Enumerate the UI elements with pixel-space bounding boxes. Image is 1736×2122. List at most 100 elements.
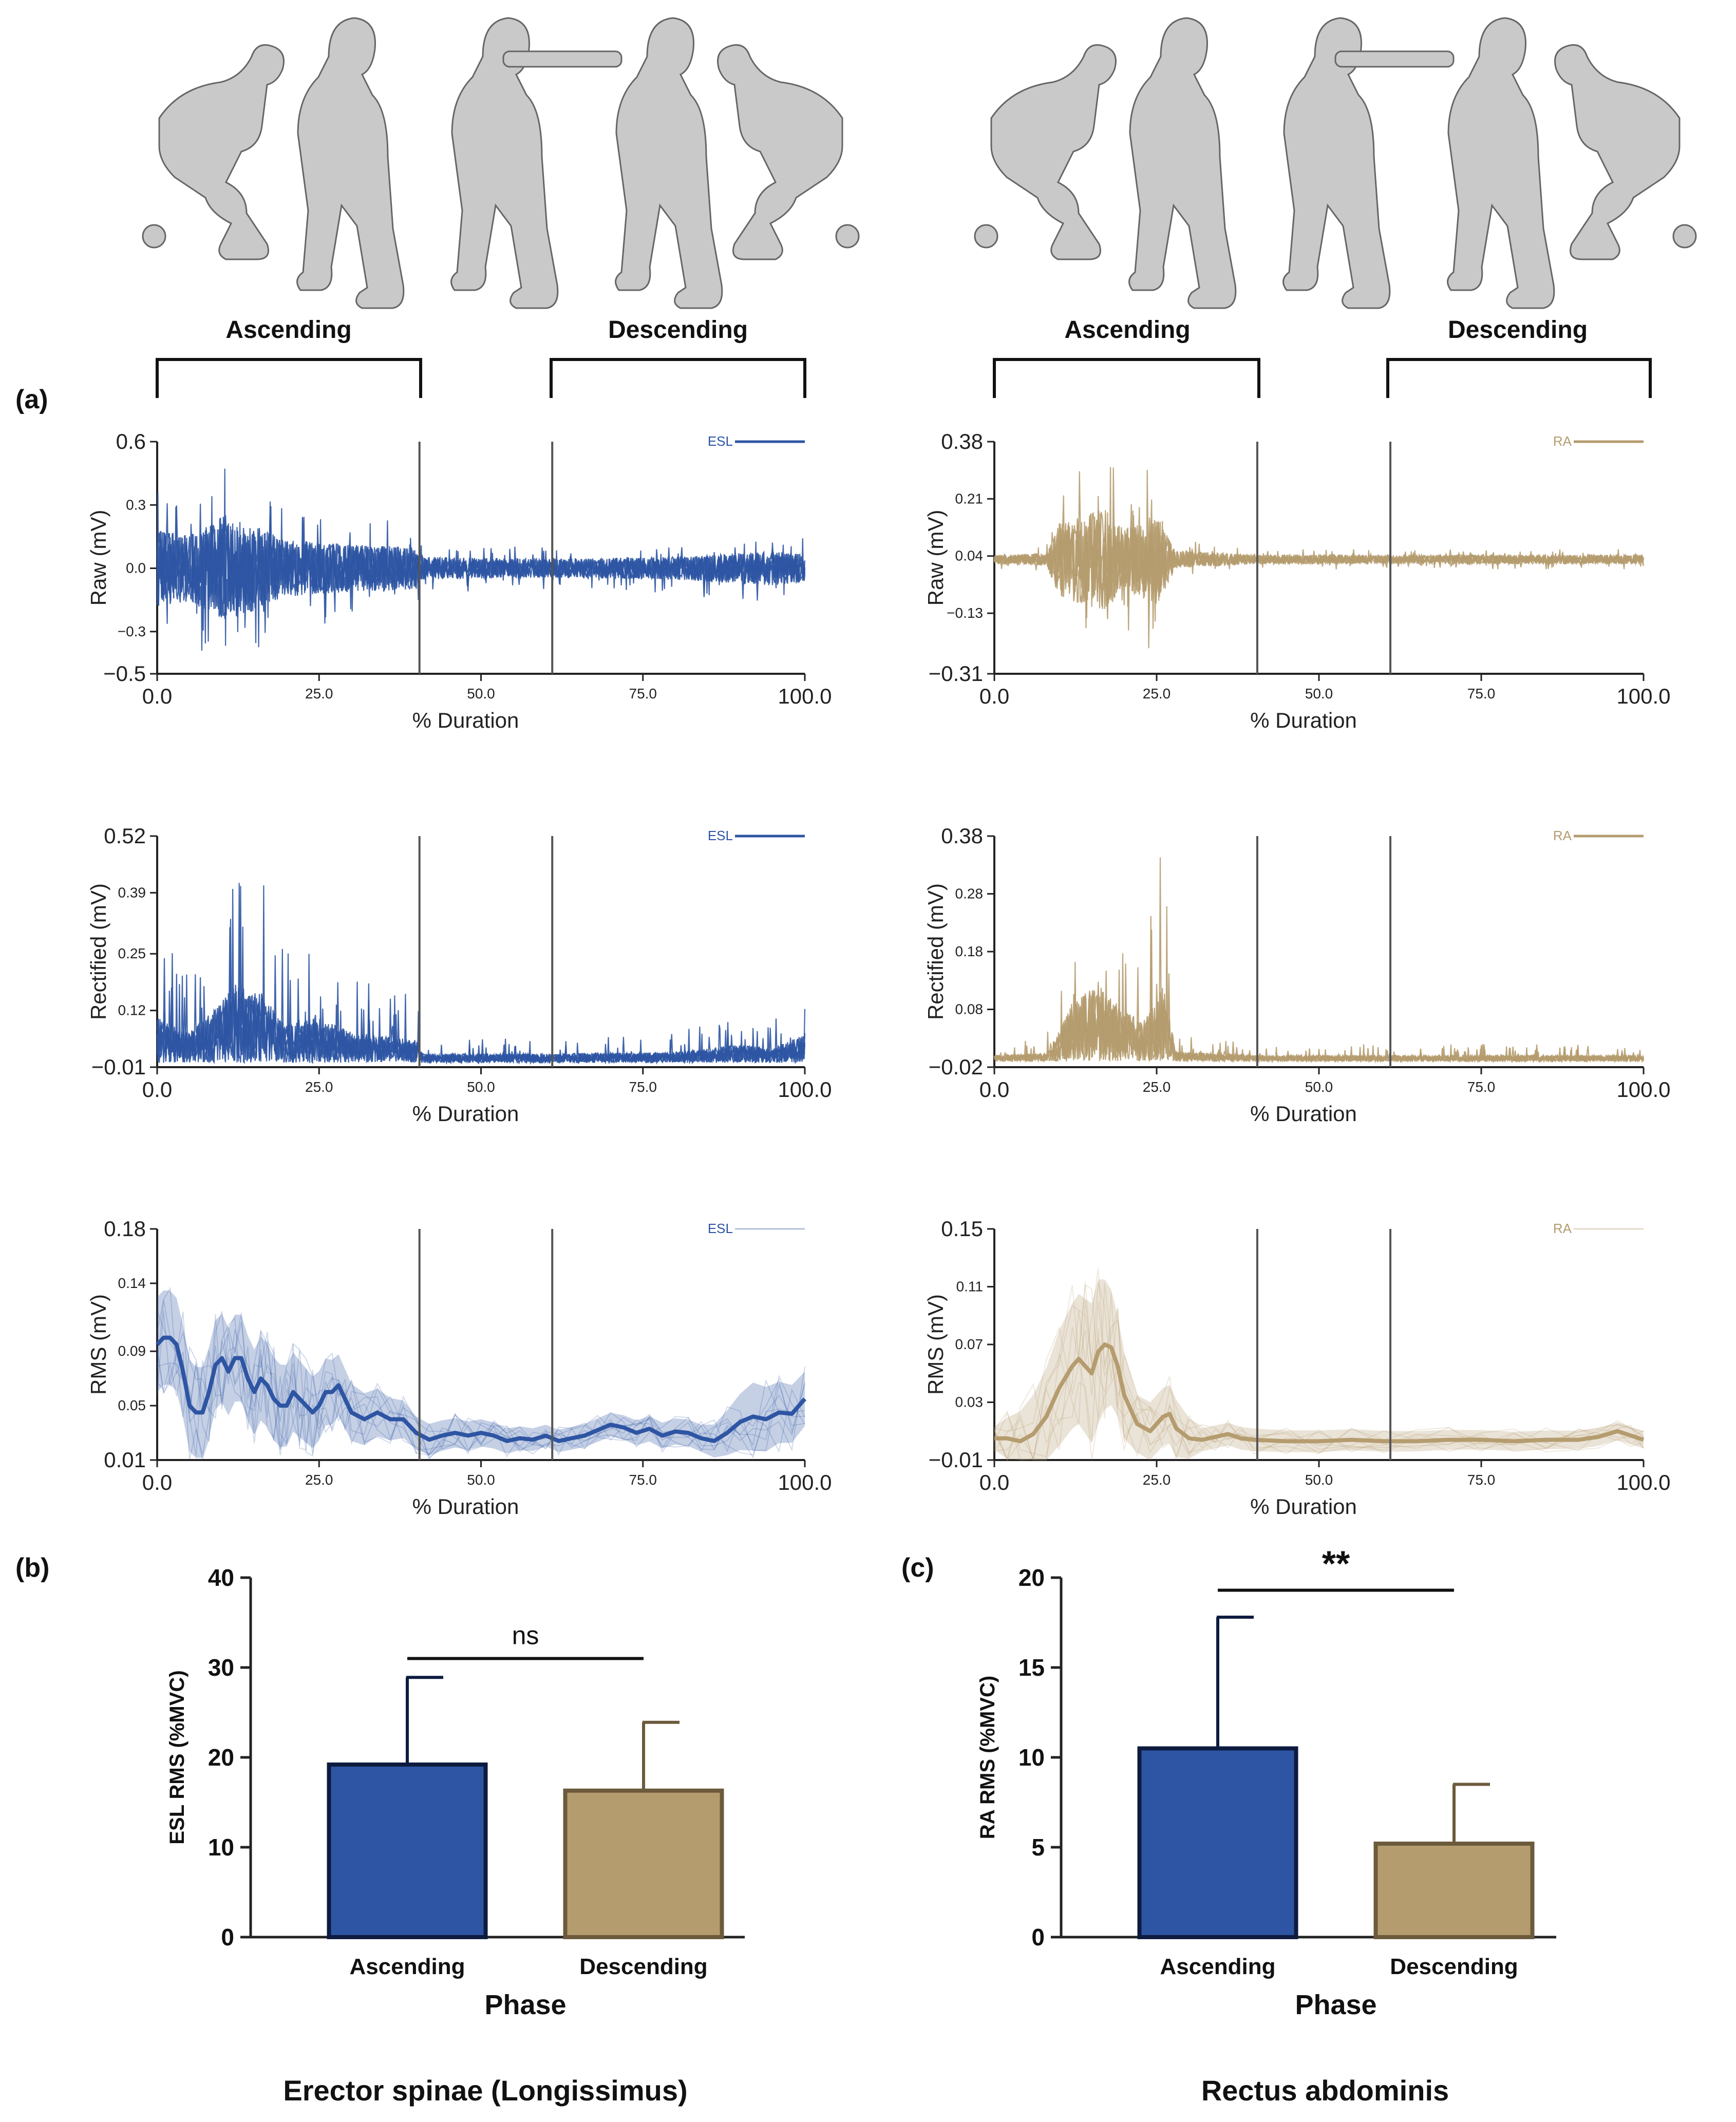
standing-figure-icon <box>450 17 559 309</box>
y-tick-label: 0.03 <box>955 1394 984 1410</box>
crouching-figure-icon <box>142 44 285 260</box>
y-tick-label: −0.5 <box>103 661 146 686</box>
y-tick-label: 20 <box>208 1744 234 1771</box>
legend-label: ESL <box>708 1221 733 1236</box>
bar <box>563 1788 724 1939</box>
bar <box>1137 1746 1298 1939</box>
movement-silhouettes <box>142 17 1697 309</box>
x-tick-label: 100.0 <box>778 1077 832 1102</box>
y-tick-label: 0.05 <box>118 1397 146 1413</box>
x-tick-label: 0.0 <box>979 684 1009 708</box>
x-tick-label: 50.0 <box>467 1472 495 1488</box>
y-axis-label: Raw (mV) <box>923 510 948 606</box>
x-tick-label: 25.0 <box>305 1079 333 1095</box>
rms-mean-line <box>156 1335 807 1443</box>
rms-mean-line <box>994 1342 1645 1444</box>
crouching-figure-icon <box>974 44 1117 260</box>
panel-label-a: (a) <box>15 385 48 414</box>
emg-trace-line <box>156 501 806 643</box>
y-axis-label: Raw (mV) <box>86 510 110 606</box>
ra-rectified-chart: −0.02 0.08 0.18 0.28 0.38 0.0 25.0 50.0 75.0 100.… <box>923 824 1671 1126</box>
x-axis-label: % Duration <box>1250 1494 1357 1519</box>
ra-bar-chart: 0 5 10 15 20 RA RMS (%MVC) Ascending Descending… <box>976 1544 1556 2020</box>
x-tick-label: 50.0 <box>467 1079 495 1095</box>
x-tick-label: 0.0 <box>979 1077 1009 1102</box>
x-tick-label: 25.0 <box>305 1472 333 1488</box>
x-tick-label: 75.0 <box>629 686 657 702</box>
x-axis-label: % Duration <box>1250 1102 1357 1126</box>
y-tick-label: 30 <box>208 1654 234 1681</box>
x-tick-label: 100.0 <box>778 684 832 708</box>
x-tick-label: Descending <box>579 1954 707 1979</box>
bracket-descending-left <box>550 358 806 398</box>
phase-label-descending-right: Descending <box>1448 316 1588 344</box>
x-tick-label: 25.0 <box>1143 1079 1171 1095</box>
y-tick-label: 0.08 <box>955 1001 984 1017</box>
bracket-ascending-left <box>156 358 422 398</box>
y-tick-label: 0.39 <box>118 884 146 900</box>
y-tick-label: 0.38 <box>941 824 983 848</box>
legend-label: ESL <box>708 828 733 843</box>
y-tick-label: 0 <box>221 1924 234 1950</box>
emg-trace-line <box>994 961 1644 1064</box>
x-axis-label: % Duration <box>1250 708 1357 732</box>
x-axis-label: Phase <box>484 1990 566 2020</box>
rms-individual-trace <box>994 1283 1644 1461</box>
panel-label-c: (c) <box>901 1553 934 1583</box>
y-tick-label: 0.21 <box>955 490 984 506</box>
phase-label-ascending-left: Ascending <box>225 316 351 344</box>
esl-rectified-chart: −0.01 0.12 0.25 0.39 0.52 0.0 25.0 50.0 75.0 100.… <box>86 824 832 1126</box>
y-axis-label: ESL RMS (%MVC) <box>166 1670 188 1844</box>
x-axis-label: % Duration <box>412 1494 519 1519</box>
legend-label: RA <box>1553 1221 1572 1236</box>
emg-trace-line <box>993 499 1645 622</box>
x-tick-label: 50.0 <box>1305 1079 1333 1095</box>
x-tick-label: 0.0 <box>979 1470 1009 1494</box>
x-tick-label: 50.0 <box>467 686 495 702</box>
rms-individual-trace <box>994 1304 1644 1461</box>
rms-sd-band <box>157 1290 805 1458</box>
y-tick-label: 0.15 <box>941 1217 983 1241</box>
bar <box>1373 1842 1535 1939</box>
y-tick-label: −0.13 <box>947 605 983 621</box>
y-tick-label: 10 <box>1018 1744 1045 1771</box>
crouching-figure-icon <box>1554 44 1697 260</box>
muscle-title-left: Erector spinae (Longissimus) <box>283 2074 687 2107</box>
x-tick-label: 50.0 <box>1305 686 1333 702</box>
x-tick-label: Ascending <box>1160 1954 1276 1979</box>
y-tick-label: 0.52 <box>104 824 146 848</box>
y-tick-label: 0.3 <box>126 497 146 513</box>
y-tick-label: 0 <box>1031 1924 1045 1950</box>
x-tick-label: 100.0 <box>1616 1470 1670 1494</box>
y-tick-label: 0.12 <box>118 1002 146 1018</box>
standing-figure-icon <box>1334 17 1555 309</box>
phase-label-ascending-right: Ascending <box>1064 316 1190 344</box>
legend-label: RA <box>1553 828 1572 843</box>
x-tick-label: 25.0 <box>1143 686 1171 702</box>
ra-raw-chart: −0.31 −0.13 0.04 0.21 0.38 0.0 25.0 50.0 75.0 100… <box>923 429 1671 732</box>
x-tick-label: 0.0 <box>142 1470 172 1494</box>
y-tick-label: 20 <box>1018 1564 1045 1591</box>
y-axis-label: Rectified (mV) <box>923 883 948 1020</box>
y-tick-label: 0.38 <box>941 429 983 453</box>
y-tick-label: 0.18 <box>104 1217 146 1241</box>
y-tick-label: −0.3 <box>118 623 146 639</box>
x-tick-label: 25.0 <box>1143 1472 1171 1488</box>
significance-label: ns <box>512 1621 539 1650</box>
rms-individual-trace <box>157 1311 805 1456</box>
esl-raw-chart: −0.5 −0.3 0.0 0.3 0.6 0.0 25.0 50.0 75.0 100.0 % D… <box>86 429 832 732</box>
y-tick-label: 0.11 <box>956 1279 983 1295</box>
y-tick-label: 0.25 <box>118 945 146 961</box>
x-axis-label: Phase <box>1295 1990 1376 2020</box>
x-axis-label: % Duration <box>412 1102 519 1126</box>
standing-figure-icon <box>1128 17 1237 309</box>
ra-rms-chart: −0.01 0.03 0.07 0.11 0.15 0.0 25.0 50.0 75.0 100.… <box>923 1217 1671 1519</box>
legend-label: RA <box>1553 433 1572 449</box>
bracket-ascending-right <box>993 358 1260 398</box>
y-tick-label: 0.04 <box>955 548 984 564</box>
x-tick-label: 75.0 <box>1467 1079 1496 1095</box>
x-tick-label: 0.0 <box>142 1077 172 1102</box>
x-tick-label: 75.0 <box>1467 686 1496 702</box>
emg-trace-line <box>156 927 805 1065</box>
